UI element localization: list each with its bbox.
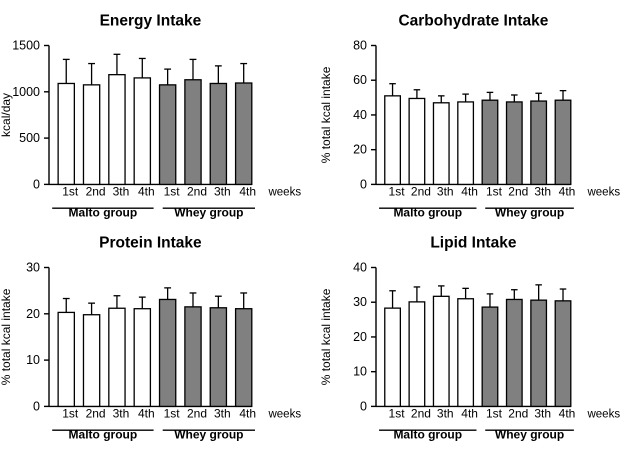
svg-text:20: 20 xyxy=(353,143,367,157)
svg-text:80: 80 xyxy=(353,39,367,53)
svg-text:% total kcal intake: % total kcal intake xyxy=(0,288,13,385)
svg-text:4th: 4th xyxy=(461,407,478,421)
svg-text:weeks: weeks xyxy=(586,409,620,421)
svg-text:weeks: weeks xyxy=(267,187,301,199)
svg-text:2nd: 2nd xyxy=(86,185,106,199)
svg-text:weeks: weeks xyxy=(267,409,301,421)
svg-text:4th: 4th xyxy=(461,185,478,199)
svg-text:0: 0 xyxy=(360,177,367,191)
svg-text:2nd: 2nd xyxy=(187,185,207,199)
svg-text:4th: 4th xyxy=(138,407,155,421)
svg-text:weeks: weeks xyxy=(586,187,620,199)
svg-text:Whey group: Whey group xyxy=(174,205,243,219)
svg-text:Protein Intake: Protein Intake xyxy=(99,235,202,252)
svg-text:Whey group: Whey group xyxy=(174,427,243,441)
svg-text:10: 10 xyxy=(353,365,367,379)
svg-text:2nd: 2nd xyxy=(411,185,431,199)
svg-text:0: 0 xyxy=(33,177,40,191)
svg-text:20: 20 xyxy=(353,330,367,344)
svg-text:4th: 4th xyxy=(559,185,576,199)
svg-text:3th: 3th xyxy=(113,185,130,199)
svg-text:1st: 1st xyxy=(486,407,503,421)
svg-text:3th: 3th xyxy=(214,185,231,199)
svg-text:30: 30 xyxy=(26,261,40,275)
svg-text:1st: 1st xyxy=(62,185,79,199)
svg-text:Whey group: Whey group xyxy=(495,427,564,441)
svg-text:2nd: 2nd xyxy=(86,407,106,421)
svg-text:2nd: 2nd xyxy=(411,407,431,421)
svg-text:3th: 3th xyxy=(437,185,454,199)
svg-text:500: 500 xyxy=(19,131,40,145)
svg-text:40: 40 xyxy=(353,261,367,275)
svg-text:1st: 1st xyxy=(164,185,181,199)
svg-text:Malto group: Malto group xyxy=(69,205,138,219)
svg-text:1st: 1st xyxy=(164,407,181,421)
svg-text:Malto group: Malto group xyxy=(69,427,138,441)
svg-text:3th: 3th xyxy=(437,407,454,421)
svg-text:Malto group: Malto group xyxy=(393,205,462,219)
svg-text:1000: 1000 xyxy=(12,85,40,99)
svg-text:0: 0 xyxy=(33,399,40,413)
svg-text:3th: 3th xyxy=(534,407,551,421)
svg-text:% total kcal intake: % total kcal intake xyxy=(320,66,333,163)
svg-text:Malto group: Malto group xyxy=(393,427,462,441)
svg-text:0: 0 xyxy=(360,399,367,413)
svg-text:% total kcal intake: % total kcal intake xyxy=(320,288,333,385)
svg-text:4th: 4th xyxy=(239,185,256,199)
svg-text:60: 60 xyxy=(353,73,367,87)
svg-text:Carbohydrate Intake: Carbohydrate Intake xyxy=(398,13,548,30)
svg-text:2nd: 2nd xyxy=(187,407,207,421)
svg-text:40: 40 xyxy=(353,108,367,122)
svg-text:kcal/day: kcal/day xyxy=(0,93,13,137)
svg-text:3th: 3th xyxy=(214,407,231,421)
svg-text:2nd: 2nd xyxy=(508,185,528,199)
svg-text:Whey group: Whey group xyxy=(495,205,564,219)
svg-text:4th: 4th xyxy=(559,407,576,421)
svg-text:Lipid Intake: Lipid Intake xyxy=(430,235,517,252)
svg-text:1st: 1st xyxy=(389,407,406,421)
svg-text:4th: 4th xyxy=(138,185,155,199)
svg-text:2nd: 2nd xyxy=(508,407,528,421)
svg-text:3th: 3th xyxy=(113,407,130,421)
svg-text:10: 10 xyxy=(26,353,40,367)
svg-text:4th: 4th xyxy=(239,407,256,421)
svg-text:Energy Intake: Energy Intake xyxy=(100,13,202,30)
svg-text:1500: 1500 xyxy=(12,39,40,53)
svg-text:20: 20 xyxy=(26,307,40,321)
svg-text:3th: 3th xyxy=(534,185,551,199)
svg-text:1st: 1st xyxy=(389,185,406,199)
svg-text:30: 30 xyxy=(353,295,367,309)
svg-text:1st: 1st xyxy=(486,185,503,199)
svg-text:1st: 1st xyxy=(62,407,79,421)
